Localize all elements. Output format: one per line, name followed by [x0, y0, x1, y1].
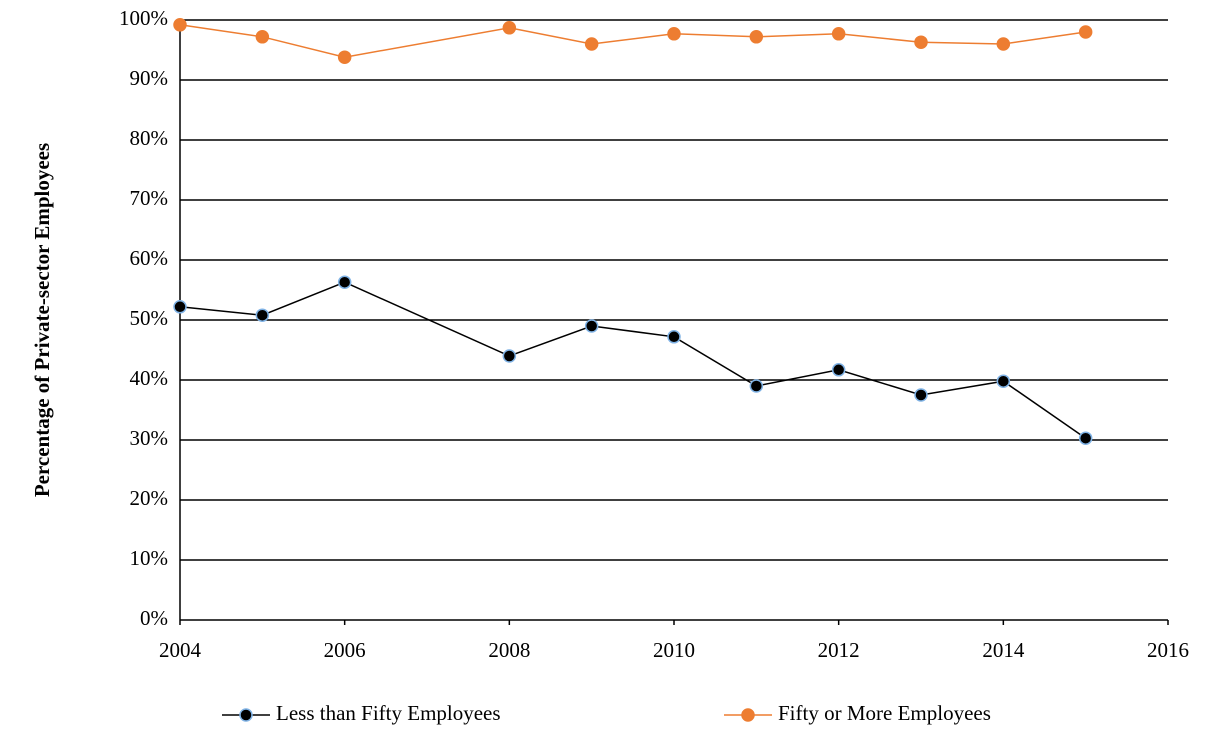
- x-tick-label: 2014: [982, 638, 1025, 662]
- y-tick-label: 40%: [130, 366, 169, 390]
- x-tick-label: 2016: [1147, 638, 1189, 662]
- y-tick-label: 60%: [130, 246, 169, 270]
- data-point: [914, 35, 928, 49]
- data-point: [667, 27, 681, 41]
- x-tick-label: 2008: [488, 638, 530, 662]
- y-axis-label: Percentage of Private-sector Employees: [30, 143, 54, 497]
- series-line: [179, 24, 1086, 58]
- x-tick-label: 2012: [818, 638, 860, 662]
- legend-label: Less than Fifty Employees: [276, 701, 501, 725]
- data-point: [255, 30, 270, 44]
- data-point: [173, 300, 187, 314]
- data-point: [255, 308, 270, 322]
- y-tick-label: 0%: [140, 606, 168, 630]
- legend-label: Fifty or More Employees: [778, 701, 991, 725]
- x-tick-label: 2006: [324, 638, 366, 662]
- y-tick-label: 50%: [130, 306, 169, 330]
- data-point: [1078, 25, 1093, 39]
- data-point: [667, 330, 681, 344]
- legend-marker: [239, 708, 253, 722]
- data-point: [1078, 431, 1093, 445]
- data-point: [173, 18, 187, 32]
- y-tick-label: 70%: [130, 186, 169, 210]
- data-point: [914, 388, 928, 402]
- data-point: [996, 37, 1011, 51]
- data-point: [749, 379, 764, 393]
- series-line: [179, 281, 1087, 439]
- y-tick-label: 100%: [119, 6, 168, 30]
- legend-marker: [741, 708, 755, 722]
- data-point: [337, 50, 352, 64]
- data-point: [337, 275, 352, 289]
- data-point: [996, 374, 1011, 388]
- y-tick-label: 80%: [130, 126, 169, 150]
- data-point: [584, 37, 599, 51]
- data-point: [749, 30, 764, 44]
- x-tick-label: 2010: [653, 638, 695, 662]
- data-point: [831, 27, 846, 41]
- y-tick-label: 10%: [130, 546, 169, 570]
- data-point: [831, 363, 846, 377]
- y-tick-label: 20%: [130, 486, 169, 510]
- y-tick-label: 30%: [130, 426, 169, 450]
- x-tick-label: 2004: [159, 638, 202, 662]
- data-point: [584, 319, 599, 333]
- data-point: [502, 349, 517, 363]
- y-tick-label: 90%: [130, 66, 169, 90]
- data-point: [502, 21, 517, 35]
